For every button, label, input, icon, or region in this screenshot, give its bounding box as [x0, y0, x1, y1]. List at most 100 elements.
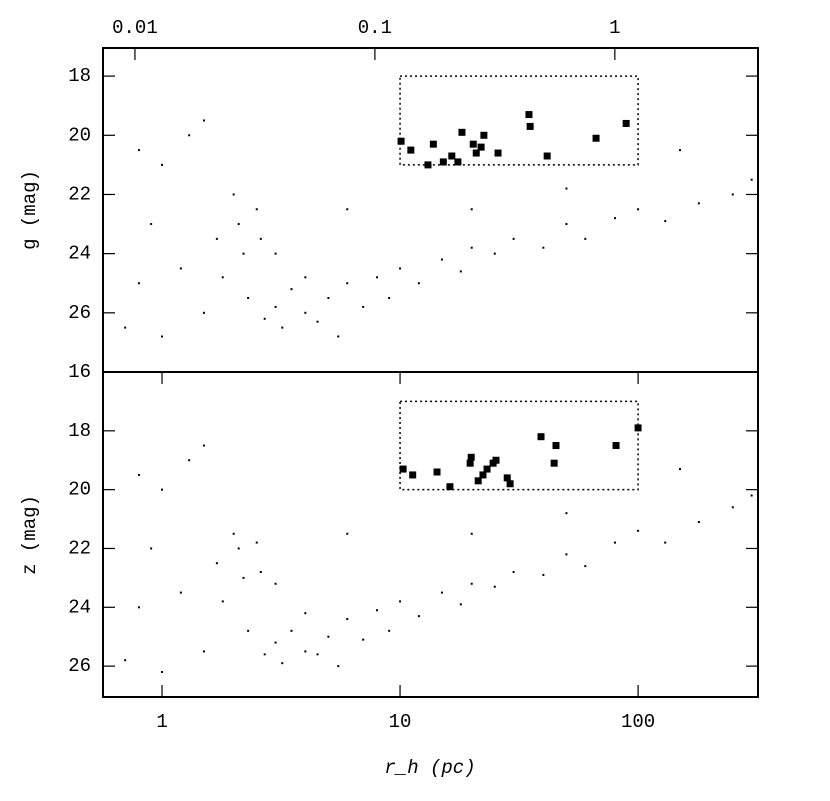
dot-point — [137, 606, 140, 609]
dot-point — [362, 638, 365, 641]
square-point — [526, 122, 534, 130]
dot-point — [202, 650, 205, 653]
dot-point — [232, 193, 235, 196]
dot-point — [188, 134, 191, 137]
y-tick-label: 24 — [68, 596, 91, 618]
dot-point — [750, 494, 753, 497]
dot-point — [161, 488, 164, 491]
y-tick-label: 20 — [68, 479, 91, 501]
x2-tick-label: 1 — [609, 17, 620, 39]
y-tick-label: 18 — [68, 65, 91, 87]
dot-point — [337, 335, 340, 338]
y-tick-label: 26 — [68, 655, 91, 677]
dot-point — [304, 276, 307, 279]
dot-point — [678, 468, 681, 471]
dot-point — [459, 270, 462, 273]
dot-point — [304, 612, 307, 615]
square-point — [446, 483, 454, 491]
dot-point — [388, 297, 391, 300]
square-point — [525, 111, 533, 119]
dot-point — [697, 202, 700, 205]
square-point — [399, 465, 407, 473]
square-point — [552, 442, 560, 450]
x2-tick-label: 0.01 — [112, 17, 158, 39]
dot-point — [565, 512, 568, 515]
dot-point — [137, 282, 140, 285]
dot-point — [417, 282, 420, 285]
dot-point — [678, 149, 681, 152]
dot-point — [750, 178, 753, 181]
dot-point — [664, 220, 667, 223]
panel-frame — [102, 47, 759, 373]
square-point — [433, 468, 441, 476]
dot-point — [565, 187, 568, 190]
square-point — [622, 119, 630, 127]
dot-point — [221, 276, 224, 279]
dot-point — [179, 267, 182, 270]
dot-point — [375, 276, 378, 279]
dot-point — [202, 119, 205, 122]
dot-point — [565, 223, 568, 226]
square-point — [503, 474, 511, 482]
y-tick-label: 20 — [68, 124, 91, 146]
dot-point — [542, 573, 545, 576]
dot-point — [188, 459, 191, 462]
y-axis-label: g (mag) — [19, 170, 41, 250]
square-point — [466, 459, 474, 467]
dot-point — [237, 547, 240, 550]
square-point — [458, 128, 466, 136]
square-point — [407, 146, 415, 154]
dot-point — [614, 541, 617, 544]
dot-point — [470, 532, 473, 535]
dot-point — [565, 553, 568, 556]
y-axis-label: z (mag) — [19, 495, 41, 575]
square-point — [409, 471, 417, 479]
dot-point — [637, 208, 640, 211]
dot-point — [346, 282, 349, 285]
y-tick-label: 16 — [68, 361, 91, 383]
dot-point — [247, 297, 250, 300]
dot-point — [399, 267, 402, 270]
x-tick-label: 100 — [621, 711, 655, 733]
dot-point — [493, 252, 496, 255]
dot-point — [215, 562, 218, 565]
dot-point — [242, 252, 245, 255]
dot-point — [124, 659, 127, 662]
dot-point — [440, 258, 443, 261]
dot-point — [150, 223, 153, 226]
selection-box — [399, 75, 639, 166]
dot-point — [346, 208, 349, 211]
dot-point — [440, 591, 443, 594]
dot-point — [161, 671, 164, 673]
x2-tick-label: 0.1 — [358, 17, 392, 39]
square-point — [454, 158, 462, 166]
dot-point — [202, 311, 205, 314]
selection-box — [399, 400, 639, 491]
dot-point — [290, 629, 293, 632]
square-point — [494, 149, 502, 157]
dot-point — [259, 571, 262, 573]
dot-point — [281, 326, 284, 329]
square-point — [479, 471, 487, 479]
dot-point — [259, 237, 262, 240]
square-point — [467, 453, 475, 461]
dot-point — [512, 571, 515, 573]
dot-point — [459, 603, 462, 606]
dot-point — [346, 532, 349, 535]
square-point — [480, 131, 488, 139]
square-point — [506, 480, 514, 488]
panel-frame — [102, 371, 759, 698]
square-point — [439, 158, 447, 166]
dot-point — [274, 641, 277, 644]
dot-point — [637, 529, 640, 532]
dot-point — [124, 326, 127, 329]
dot-point — [346, 618, 349, 621]
square-point — [469, 140, 477, 148]
dot-point — [470, 582, 473, 585]
dot-point — [584, 237, 587, 240]
dot-point — [542, 246, 545, 249]
square-point — [483, 465, 491, 473]
dot-point — [470, 208, 473, 211]
dot-point — [137, 149, 140, 152]
dot-point — [150, 547, 153, 550]
